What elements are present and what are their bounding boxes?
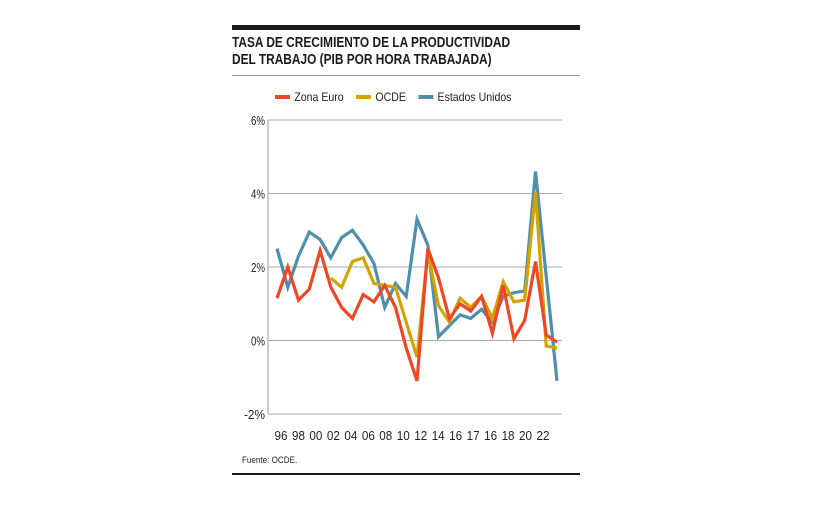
legend-swatch [356,95,371,99]
x-tick-label: 12 [414,428,427,443]
x-tick-label: 18 [502,428,515,443]
y-tick-label: 6% [251,113,265,128]
legend-swatch [275,95,290,99]
x-tick-label: 98 [292,428,305,443]
chart-title: TASA DE CRECIMIENTO DE LA PRODUCTIVIDAD … [232,35,517,69]
y-tick-label: 0% [251,334,265,349]
legend: Zona Euro OCDE Estados Unidos [275,90,512,104]
series-line-ocde [329,191,558,358]
title-divider [232,75,580,76]
title-line-1: TASA DE CRECIMIENTO DE LA PRODUCTIVIDAD [232,35,511,51]
x-tick-label: 16 [484,428,497,443]
x-tick-label: 16 [449,428,462,443]
legend-label: Zona Euro [294,90,344,104]
x-tick-label: 22 [537,428,550,443]
y-tick-label: 2% [251,260,265,275]
top-rule [232,25,580,30]
x-tick-label: 20 [519,428,532,443]
x-tick-label: 04 [344,428,357,443]
x-tick-label: 00 [309,428,322,443]
bottom-rule [232,473,580,475]
x-tick-label: 17 [467,428,480,443]
y-tick-label: -2% [244,407,265,422]
legend-item-ocde: OCDE [356,90,406,104]
legend-item-estados-unidos: Estados Unidos [418,90,512,104]
legend-swatch [418,95,434,99]
x-tick-label: 08 [379,428,392,443]
x-tick-label: 10 [397,428,410,443]
source-note: Fuente: OCDE. [242,455,298,466]
x-tick-label: 14 [432,428,445,443]
x-tick-label: 96 [275,428,288,443]
y-tick-label: 4% [251,187,265,202]
title-line-2: DEL TRABAJO (PIB POR HORA TRABAJADA) [232,52,492,68]
legend-label: OCDE [375,90,406,104]
legend-item-zona-euro: Zona Euro [275,90,344,104]
x-tick-label: 02 [327,428,340,443]
series-line-zona-euro [275,244,558,382]
x-tick-label: 06 [362,428,375,443]
legend-label: Estados Unidos [437,90,512,104]
